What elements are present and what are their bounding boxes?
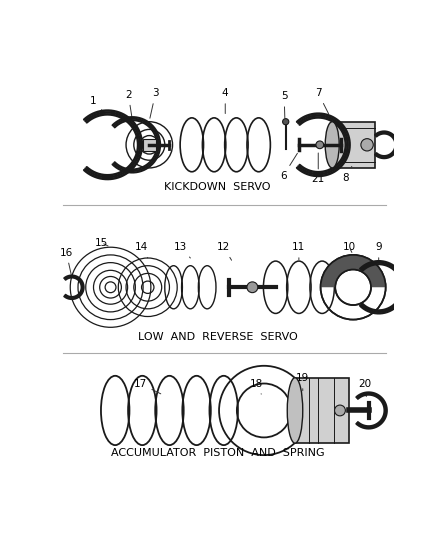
Text: 4: 4 <box>222 88 229 114</box>
Text: 18: 18 <box>250 378 263 394</box>
Text: 16: 16 <box>60 248 73 274</box>
Text: 1: 1 <box>90 96 106 114</box>
Text: LOW  AND  REVERSE  SERVO: LOW AND REVERSE SERVO <box>138 332 297 342</box>
Circle shape <box>316 141 324 149</box>
Ellipse shape <box>287 378 303 443</box>
Text: 15: 15 <box>95 238 108 248</box>
Ellipse shape <box>325 122 339 168</box>
Text: 10: 10 <box>343 242 356 253</box>
Circle shape <box>335 405 346 416</box>
Text: 20: 20 <box>358 378 371 397</box>
Text: 19: 19 <box>296 373 309 391</box>
Bar <box>332 122 375 168</box>
Circle shape <box>361 139 373 151</box>
Text: 5: 5 <box>281 91 287 118</box>
Text: 14: 14 <box>135 242 148 258</box>
Circle shape <box>247 282 258 293</box>
Text: ACCUMULATOR  PISTON  AND  SPRING: ACCUMULATOR PISTON AND SPRING <box>111 448 324 458</box>
Wedge shape <box>321 255 386 287</box>
Text: 9: 9 <box>375 242 382 260</box>
Text: 6: 6 <box>280 154 297 181</box>
Text: 17: 17 <box>134 378 161 394</box>
Text: 3: 3 <box>150 88 159 118</box>
Text: 13: 13 <box>174 242 191 258</box>
Bar <box>143 139 155 151</box>
Text: 11: 11 <box>292 242 305 260</box>
Text: KICKDOWN  SERVO: KICKDOWN SERVO <box>164 182 271 192</box>
Text: 12: 12 <box>217 242 232 260</box>
Bar <box>295 378 349 443</box>
Text: 7: 7 <box>315 88 328 114</box>
Circle shape <box>283 119 289 125</box>
Text: 8: 8 <box>342 166 352 183</box>
Text: 21: 21 <box>311 153 325 184</box>
Text: 2: 2 <box>125 90 132 117</box>
